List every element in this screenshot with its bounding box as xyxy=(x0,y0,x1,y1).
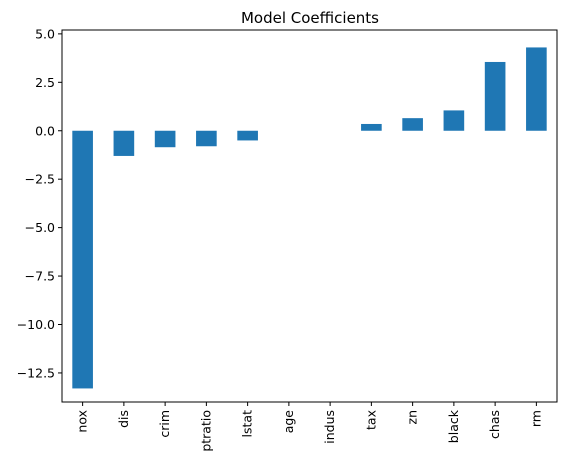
chart-title: Model Coefficients xyxy=(241,9,379,27)
bar-zn xyxy=(402,118,423,131)
x-tick-label-tax: tax xyxy=(363,410,378,430)
bar-tax xyxy=(361,123,382,131)
bar-chas xyxy=(484,61,506,131)
y-tick-label: 5.0 xyxy=(35,26,55,41)
bars-group xyxy=(72,47,547,389)
y-tick-label: −12.5 xyxy=(17,365,55,380)
x-tick-label-black: black xyxy=(446,409,461,443)
x-tick-label-chas: chas xyxy=(487,410,502,439)
bar-black xyxy=(443,110,465,131)
y-tick-label: −2.5 xyxy=(25,172,55,187)
x-tick-label-ptratio: ptratio xyxy=(198,410,213,452)
y-tick-label: −10.0 xyxy=(17,317,55,332)
bar-ptratio xyxy=(196,130,217,147)
y-axis: 5.0 2.5 0.0 −2.5 −5.0 −7.5 −10.0 −12.5 xyxy=(17,26,62,380)
y-tick-label: 2.5 xyxy=(35,75,55,90)
y-tick-label: −5.0 xyxy=(25,220,55,235)
x-tick-label-age: age xyxy=(281,410,296,434)
plot-frame xyxy=(61,29,558,403)
bar-dis xyxy=(113,130,135,156)
x-tick-label-zn: zn xyxy=(405,410,420,424)
bar-lstat xyxy=(237,130,258,141)
x-axis: nox dis crim ptratio lstat age indus tax zn black… xyxy=(75,402,543,452)
x-tick-label-nox: nox xyxy=(75,410,90,433)
bar-nox xyxy=(72,130,93,389)
y-tick-label: 0.0 xyxy=(35,123,55,138)
x-tick-label-crim: crim xyxy=(157,410,172,438)
x-tick-label-rm: rm xyxy=(528,410,543,427)
x-tick-label-dis: dis xyxy=(116,410,131,428)
bar-crim xyxy=(154,130,176,148)
bar-rm xyxy=(526,47,547,131)
x-tick-label-lstat: lstat xyxy=(240,410,255,438)
x-tick-label-indus: indus xyxy=(322,410,337,444)
y-tick-label: −7.5 xyxy=(25,269,55,284)
